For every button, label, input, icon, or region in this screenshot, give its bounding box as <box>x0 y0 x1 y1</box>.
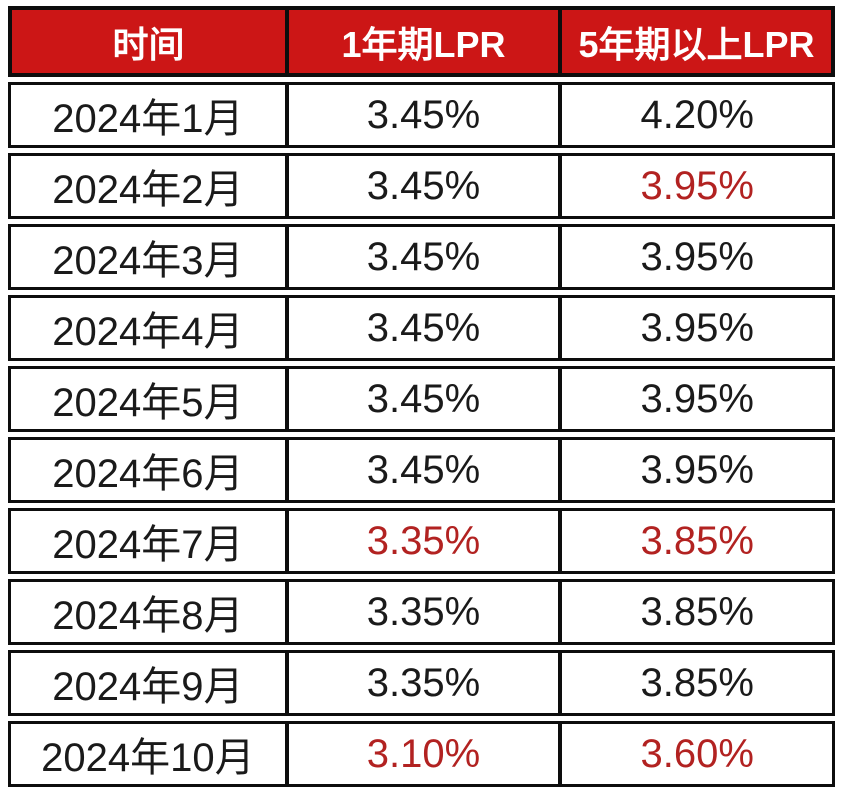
table-row: 2024年4月 3.45% 3.95% <box>8 295 835 361</box>
header-cell-lpr-1y: 1年期LPR <box>285 10 558 73</box>
table-row: 2024年1月 3.45% 4.20% <box>8 82 835 148</box>
cell-time: 2024年10月 <box>41 736 255 780</box>
cell-lpr-1y: 3.10% <box>284 724 559 784</box>
table-row: 2024年9月 3.35% 3.85% <box>8 650 835 716</box>
table-body: 2024年1月 3.45% 4.20% 2024年2月 3.45% 3.95% … <box>8 82 835 787</box>
cell-time: 2024年1月 <box>52 97 244 141</box>
cell-lpr-1y: 3.45% <box>284 298 559 358</box>
table-row: 2024年7月 3.35% 3.85% <box>8 508 835 574</box>
header-cell-time: 时间 <box>112 23 185 65</box>
cell-time: 2024年5月 <box>52 381 244 425</box>
cell-lpr-1y: 3.35% <box>284 582 559 642</box>
cell-lpr-5y: 4.20% <box>558 85 832 145</box>
cell-time: 2024年3月 <box>52 239 244 283</box>
cell-lpr-5y: 3.95% <box>558 156 832 216</box>
table-row: 2024年5月 3.45% 3.95% <box>8 366 835 432</box>
cell-lpr-5y: 3.95% <box>558 227 832 287</box>
cell-lpr-5y: 3.95% <box>558 369 832 429</box>
cell-lpr-1y: 3.45% <box>284 156 559 216</box>
header-cell-lpr-5y: 5年期以上LPR <box>558 10 831 73</box>
cell-time: 2024年8月 <box>52 594 244 638</box>
cell-lpr-1y: 3.45% <box>284 440 559 500</box>
cell-time: 2024年2月 <box>52 168 244 212</box>
cell-lpr-5y: 3.95% <box>558 298 832 358</box>
table-row: 2024年2月 3.45% 3.95% <box>8 153 835 219</box>
cell-time: 2024年7月 <box>52 523 244 567</box>
cell-lpr-5y: 3.95% <box>558 440 832 500</box>
cell-lpr-5y: 3.85% <box>558 653 832 713</box>
table-header-row: 时间 1年期LPR 5年期以上LPR <box>8 6 835 77</box>
lpr-table: 时间 1年期LPR 5年期以上LPR 2024年1月 3.45% 4.20% 2… <box>8 6 835 787</box>
table-row: 2024年3月 3.45% 3.95% <box>8 224 835 290</box>
cell-lpr-1y: 3.35% <box>284 653 559 713</box>
cell-time: 2024年6月 <box>52 452 244 496</box>
table-row: 2024年6月 3.45% 3.95% <box>8 437 835 503</box>
cell-lpr-1y: 3.35% <box>284 511 559 571</box>
table-row: 2024年10月 3.10% 3.60% <box>8 721 835 787</box>
cell-lpr-1y: 3.45% <box>284 369 559 429</box>
cell-lpr-5y: 3.60% <box>558 724 832 784</box>
cell-lpr-5y: 3.85% <box>558 582 832 642</box>
cell-lpr-5y: 3.85% <box>558 511 832 571</box>
table-row: 2024年8月 3.35% 3.85% <box>8 579 835 645</box>
cell-time: 2024年9月 <box>52 665 244 709</box>
cell-time: 2024年4月 <box>52 310 244 354</box>
cell-lpr-1y: 3.45% <box>284 227 559 287</box>
cell-lpr-1y: 3.45% <box>284 85 559 145</box>
